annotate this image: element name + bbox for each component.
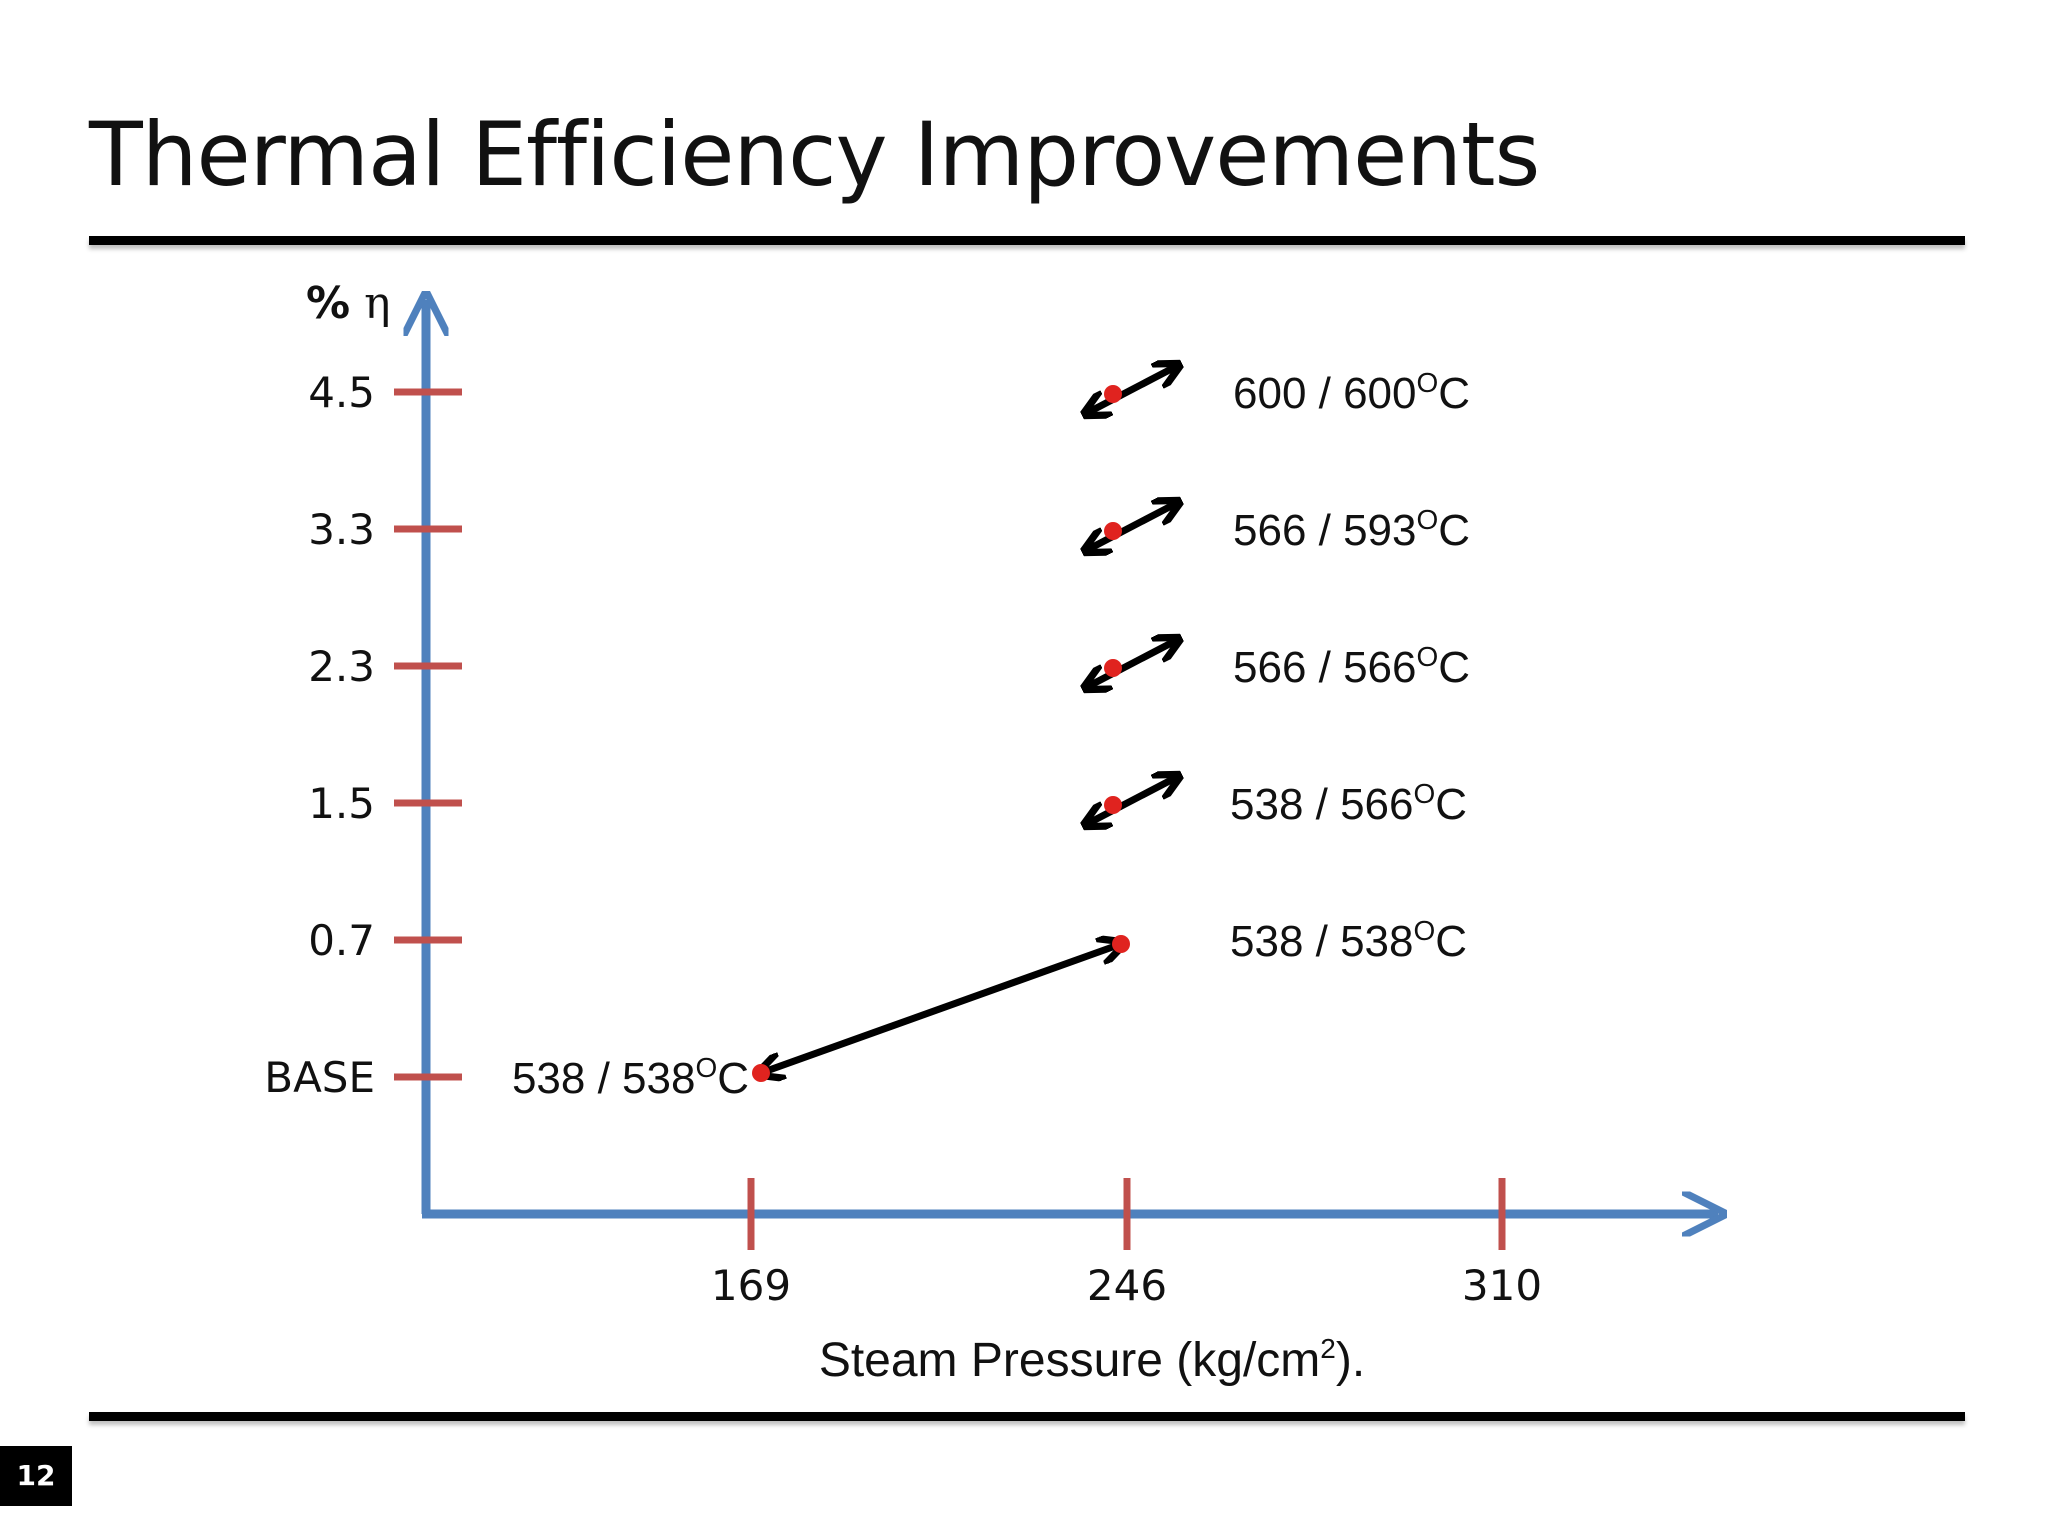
condition-label: 566 / 566OC <box>1233 641 1470 692</box>
condition-label-unit: C <box>1438 506 1470 555</box>
x-tick-label: 246 <box>1087 1261 1167 1310</box>
condition-label-temps: 538 / 538 <box>512 1054 696 1103</box>
footer-divider <box>89 1412 1965 1421</box>
data-point <box>1104 522 1122 540</box>
condition-label-degree: O <box>1417 367 1439 398</box>
x-tick-label: 310 <box>1462 1261 1542 1310</box>
y-axis-title: % η <box>306 278 390 329</box>
data-point <box>752 1064 770 1082</box>
slide-title: Thermal Efficiency Improvements <box>89 103 1540 206</box>
condition-label-unit: C <box>1438 643 1470 692</box>
condition-label-unit: C <box>1435 917 1467 966</box>
double-arrow <box>1087 366 1177 413</box>
title-divider <box>89 236 1965 245</box>
condition-label-temps: 600 / 600 <box>1233 369 1417 418</box>
condition-label: 566 / 593OC <box>1233 504 1470 555</box>
x-tick-label: 169 <box>711 1261 791 1310</box>
x-axis-title: Steam Pressure (kg/cm2). <box>819 1333 1365 1387</box>
y-tick-label: 4.5 <box>308 368 375 417</box>
condition-label-degree: O <box>1414 915 1436 946</box>
condition-label-temps: 538 / 566 <box>1230 780 1414 829</box>
y-axis-title-pct: % <box>306 278 350 329</box>
x-axis-title-sup: 2 <box>1320 1333 1336 1364</box>
connector-arrow <box>761 944 1121 1073</box>
condition-label: 600 / 600OC <box>1233 367 1470 418</box>
y-tick-label: 1.5 <box>308 779 375 828</box>
condition-label-temps: 538 / 538 <box>1230 917 1414 966</box>
condition-label-degree: O <box>1417 641 1439 672</box>
x-axis-title-main: Steam Pressure (kg/cm <box>819 1334 1320 1387</box>
page-number: 12 <box>0 1446 72 1506</box>
data-point <box>1104 385 1122 403</box>
double-arrow <box>1087 503 1177 550</box>
condition-label-unit: C <box>1438 369 1470 418</box>
condition-label: 538 / 538OC <box>512 1052 749 1103</box>
condition-label-temps: 566 / 566 <box>1233 643 1417 692</box>
condition-label-degree: O <box>695 1052 717 1083</box>
condition-label: 538 / 566OC <box>1230 778 1467 829</box>
y-axis-title-symbol: η <box>364 278 390 329</box>
condition-label-unit: C <box>1435 780 1467 829</box>
condition-label-degree: O <box>1414 778 1436 809</box>
condition-label-unit: C <box>717 1054 749 1103</box>
y-tick-label: 0.7 <box>308 916 375 965</box>
y-tick-label: BASE <box>264 1053 375 1102</box>
data-point <box>1112 935 1130 953</box>
x-axis-title-tail: ). <box>1336 1334 1365 1387</box>
condition-label-temps: 566 / 593 <box>1233 506 1417 555</box>
y-tick-label: 2.3 <box>308 642 375 691</box>
data-point <box>1104 796 1122 814</box>
condition-label-degree: O <box>1417 504 1439 535</box>
data-point <box>1104 659 1122 677</box>
y-tick-label: 3.3 <box>308 505 375 554</box>
double-arrow <box>1087 777 1177 824</box>
condition-label: 538 / 538OC <box>1230 915 1467 966</box>
double-arrow <box>1087 640 1177 687</box>
